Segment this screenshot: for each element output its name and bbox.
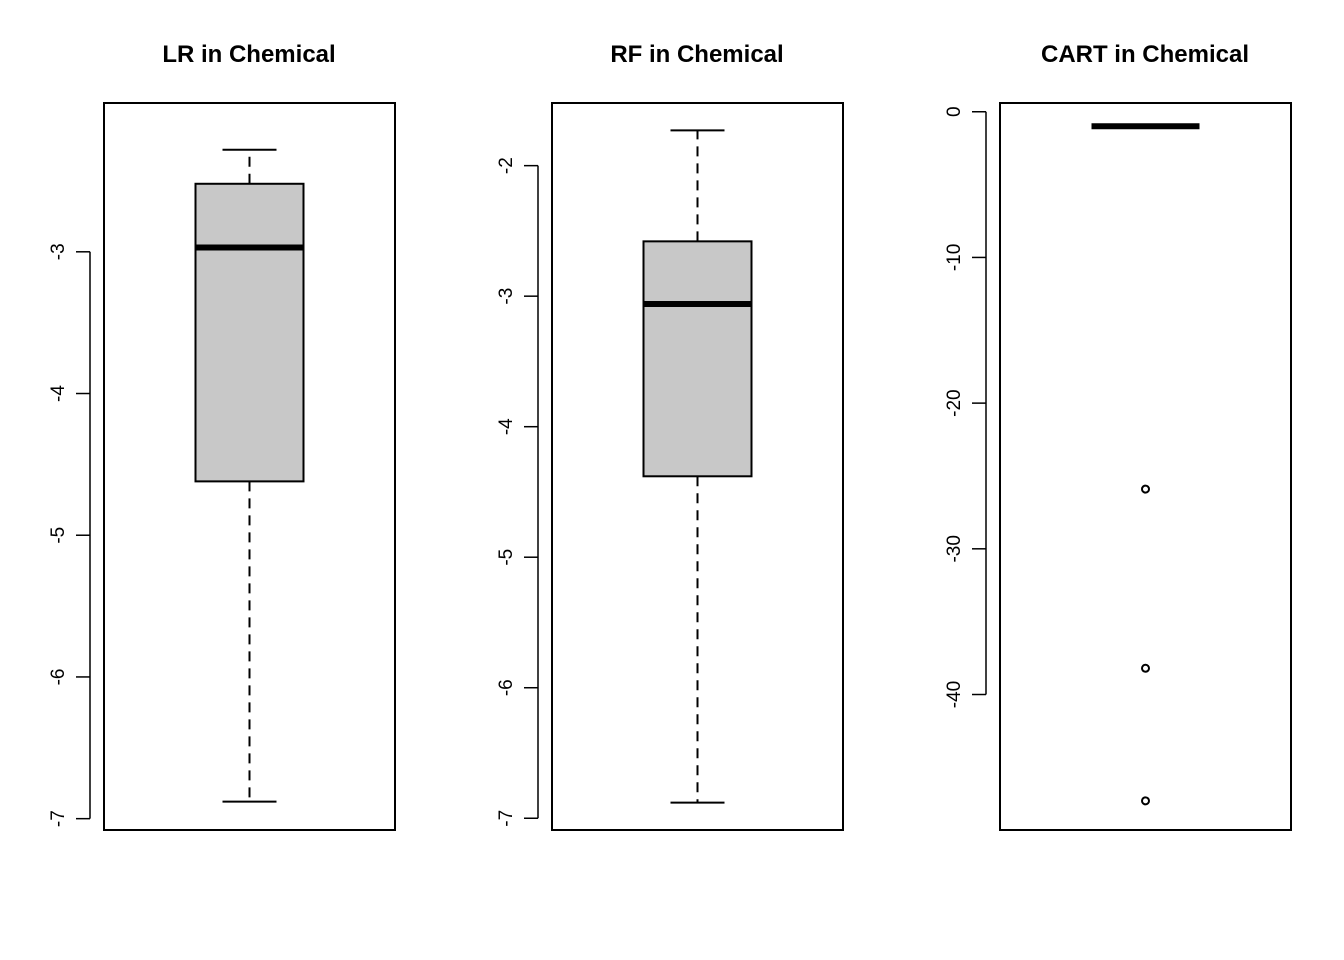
y-tick-label: -5 bbox=[48, 527, 69, 544]
y-ticks: -7 -6 -5 -4 -3 -2 bbox=[496, 157, 538, 827]
outlier-point bbox=[1141, 796, 1150, 806]
y-tick-label: -40 bbox=[944, 681, 965, 708]
y-ticks: -7 -6 -5 -4 -3 bbox=[48, 243, 90, 827]
panel-title: RF in Chemical bbox=[610, 41, 783, 68]
outlier-point bbox=[1141, 663, 1150, 673]
panel-title: LR in Chemical bbox=[162, 41, 335, 68]
iqr-box bbox=[642, 240, 753, 478]
y-tick-label: -6 bbox=[496, 679, 517, 696]
y-tick-label: -7 bbox=[496, 810, 517, 827]
y-tick-label: -4 bbox=[48, 385, 69, 402]
y-tick-label: -10 bbox=[944, 244, 965, 271]
plot-frame bbox=[999, 102, 1292, 831]
y-tick-label: -3 bbox=[496, 288, 517, 305]
y-tick-label: 0 bbox=[944, 106, 965, 117]
y-ticks: -40 -30 -20 -10 0 bbox=[944, 106, 986, 708]
y-tick-label: -3 bbox=[48, 243, 69, 260]
panel-cart: CART in Chemical -40 -30 -20 -10 0 bbox=[944, 41, 1292, 831]
plot-frame bbox=[551, 102, 844, 831]
y-tick-label: -5 bbox=[496, 549, 517, 566]
panel-rf: RF in Chemical -7 -6 -5 -4 -3 -2 bbox=[496, 41, 844, 831]
panel-lr: LR in Chemical -7 -6 -5 -4 -3 bbox=[48, 41, 396, 831]
y-tick-label: -6 bbox=[48, 668, 69, 685]
outlier-point bbox=[1141, 484, 1150, 494]
plot-frame bbox=[103, 102, 396, 831]
boxplot bbox=[194, 148, 305, 803]
boxplot bbox=[642, 129, 753, 804]
y-tick-label: -2 bbox=[496, 157, 517, 174]
iqr-box bbox=[194, 182, 305, 483]
y-tick-label: -20 bbox=[944, 389, 965, 416]
y-tick-label: -7 bbox=[48, 810, 69, 827]
boxplot bbox=[1091, 123, 1200, 806]
y-tick-label: -30 bbox=[944, 535, 965, 562]
panel-title: CART in Chemical bbox=[1041, 41, 1249, 68]
y-tick-label: -4 bbox=[496, 418, 517, 435]
